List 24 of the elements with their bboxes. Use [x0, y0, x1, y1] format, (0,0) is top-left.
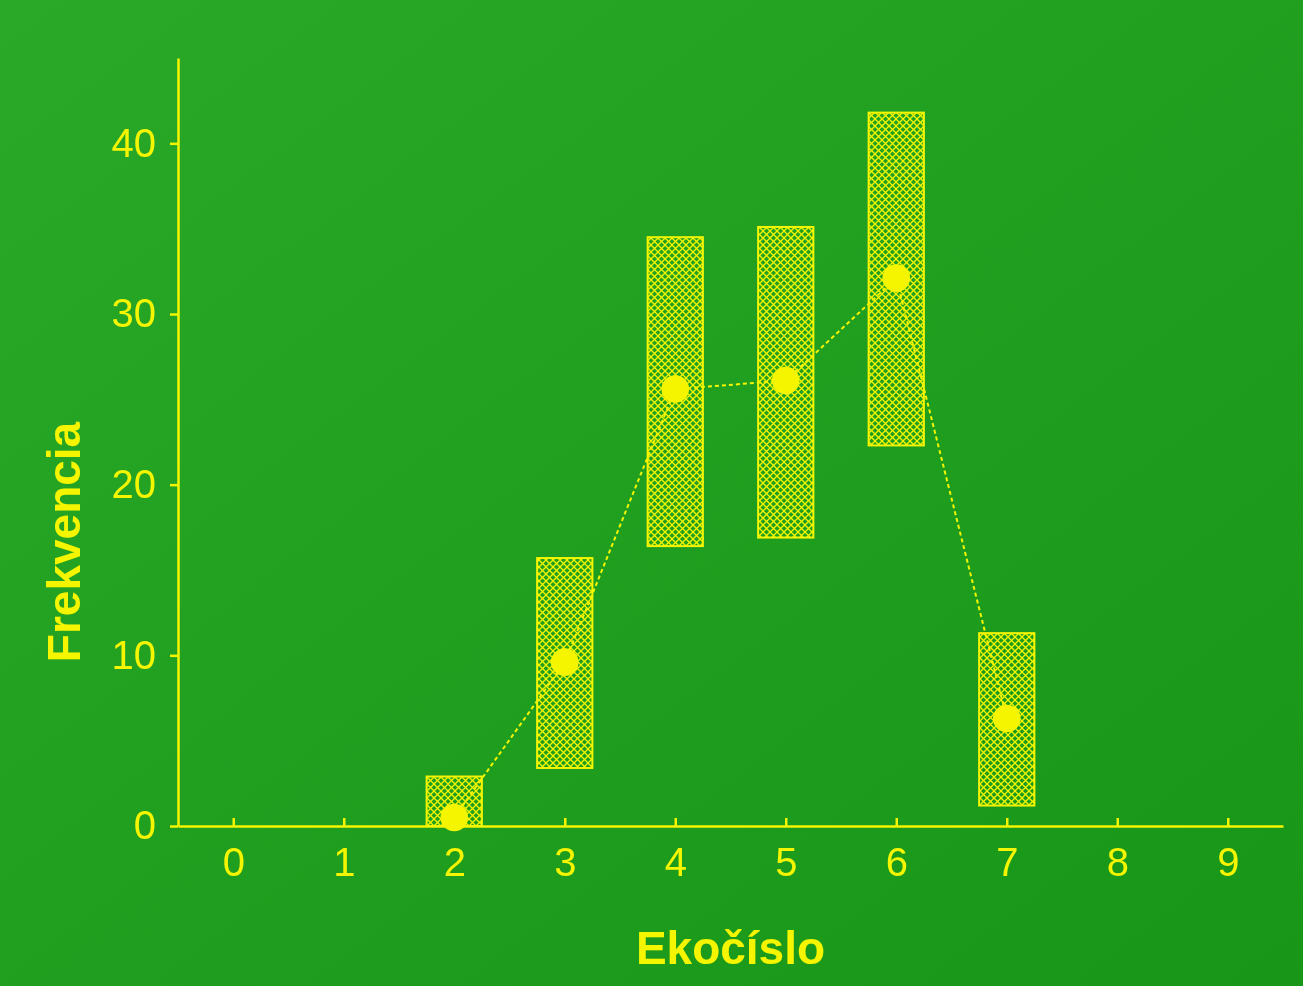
x-axis-title: Ekočíslo: [635, 922, 826, 974]
point: [661, 375, 690, 403]
y-tick-label: 0: [133, 803, 156, 848]
y-tick-label: 40: [111, 120, 156, 165]
x-tick-label: 9: [1217, 840, 1240, 885]
point: [992, 704, 1021, 733]
point: [882, 264, 911, 292]
x-tick-label: 6: [885, 840, 908, 885]
y-axis-title: Frekvencia: [38, 421, 90, 663]
x-tick-label: 4: [664, 840, 687, 885]
point: [771, 366, 800, 395]
x-tick-label: 0: [222, 840, 245, 885]
y-tick-label: 30: [111, 291, 156, 336]
x-tick-label: 7: [996, 840, 1019, 885]
point: [440, 803, 469, 832]
x-tick-label: 2: [443, 840, 466, 885]
x-tick-label: 3: [554, 840, 577, 885]
bar: [536, 557, 594, 769]
x-tick-label: 1: [333, 840, 356, 885]
x-tick-label: 8: [1106, 840, 1129, 885]
x-tick-label: 5: [775, 840, 798, 885]
y-tick-label: 10: [111, 632, 156, 677]
point: [550, 648, 579, 676]
y-tick-label: 20: [111, 461, 156, 506]
